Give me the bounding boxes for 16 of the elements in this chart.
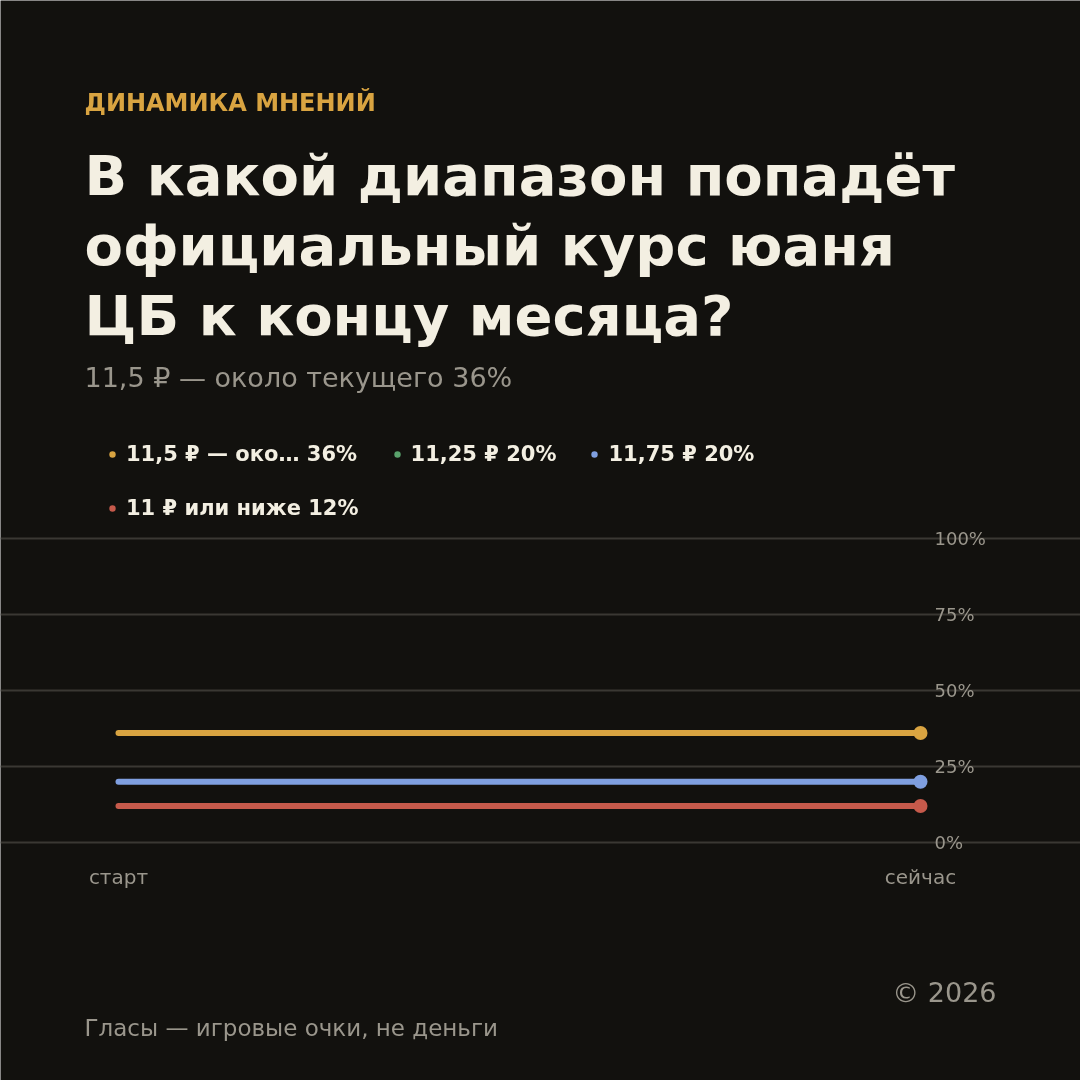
legend-label: 11,5 ₽ — око… 36%: [126, 442, 358, 466]
text: Гласы — игровые очки, не деньги: [84, 1014, 498, 1041]
y-tick-label: 0%: [934, 832, 964, 853]
text: ДИНАМИКА МНЕНИЙ: [84, 87, 376, 117]
legend-label: 11,25 ₽ 20%: [410, 442, 557, 466]
y-tick-label: 75%: [934, 604, 975, 625]
y-tick-label: 100%: [934, 528, 986, 549]
chart-title: В какой диапазон попадёт официальный курс юаня ЦБ к концу месяца?: [84, 142, 956, 348]
x-tick-label: старт: [88, 864, 149, 889]
y-tick-label: 50%: [934, 680, 975, 701]
x-tick-label: сейчас: [884, 864, 957, 889]
legend-label: 11 ₽ или ниже 12%: [126, 496, 359, 520]
legend-label: 11,75 ₽ 20%: [608, 442, 755, 466]
y-tick-label: 25%: [934, 756, 975, 777]
chart-subtitle: 11,5 ₽ — около текущего 36%: [84, 361, 513, 393]
text: © 2026: [892, 976, 997, 1008]
